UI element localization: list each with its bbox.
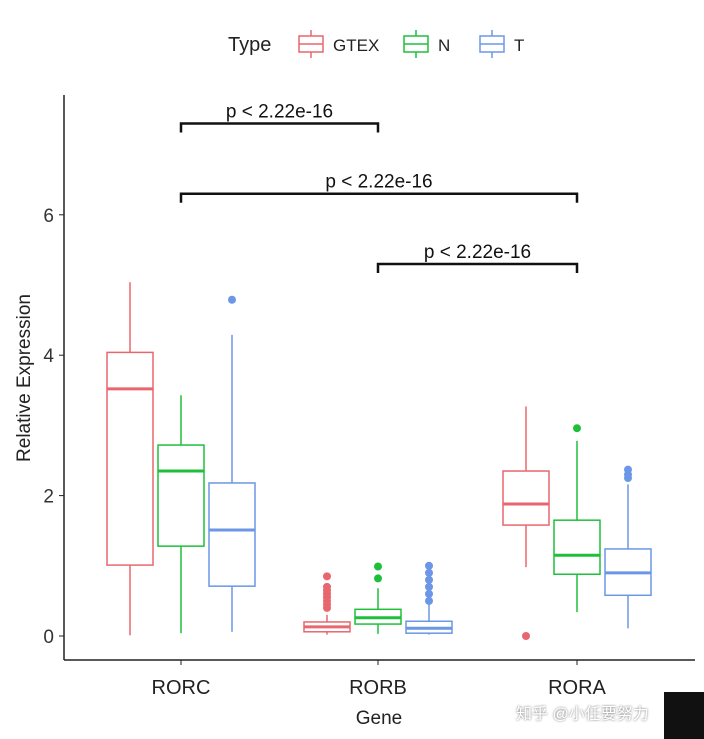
outlier-point bbox=[522, 632, 530, 640]
box bbox=[208, 482, 256, 587]
outlier-point bbox=[228, 295, 236, 304]
box bbox=[106, 351, 154, 566]
box-N-RORB bbox=[354, 562, 402, 634]
y-axis-title: Relative Expression bbox=[14, 294, 35, 462]
significance-bracket bbox=[376, 262, 579, 273]
legend: Type GTEX N T bbox=[228, 30, 524, 58]
box-T-RORB bbox=[405, 561, 453, 635]
box bbox=[553, 519, 601, 575]
legend-item-GTEX: GTEX bbox=[298, 30, 379, 58]
p-value-label: p < 2.22e-16 bbox=[325, 172, 432, 193]
box bbox=[157, 444, 205, 547]
box-T-RORC bbox=[208, 295, 256, 632]
x-tick-label: RORB bbox=[349, 677, 407, 699]
outlier-point bbox=[425, 596, 433, 605]
x-axis-title: Gene bbox=[356, 708, 402, 729]
x-tick-label: RORC bbox=[152, 677, 211, 699]
legend-label: N bbox=[438, 36, 450, 55]
outlier-point bbox=[425, 582, 433, 591]
outlier-point bbox=[624, 465, 632, 474]
outlier-point bbox=[374, 574, 382, 583]
p-value-label: p < 2.22e-16 bbox=[424, 242, 531, 263]
outlier-point bbox=[425, 561, 433, 570]
corner-button[interactable] bbox=[664, 692, 704, 739]
box bbox=[502, 470, 550, 526]
outlier-point bbox=[425, 568, 433, 577]
significance-bracket bbox=[179, 192, 579, 203]
outlier-point bbox=[374, 562, 382, 571]
box-T-RORA bbox=[604, 465, 652, 629]
box-GTEX-RORB bbox=[303, 572, 351, 635]
marks bbox=[106, 282, 652, 640]
box-GTEX-RORA bbox=[502, 406, 550, 640]
significance-bracket bbox=[179, 122, 380, 133]
y-tick-label: 6 bbox=[43, 206, 54, 227]
x-tick-label: RORA bbox=[548, 677, 606, 699]
box-GTEX-RORC bbox=[106, 282, 154, 636]
axes: 0 2 4 6 RORC RORB RORA Gene Relative Expression bbox=[14, 95, 695, 729]
y-tick-label: 4 bbox=[43, 346, 54, 367]
outlier-point bbox=[573, 424, 581, 433]
y-tick-label: 2 bbox=[43, 487, 54, 508]
legend-label: GTEX bbox=[333, 36, 379, 55]
legend-label: T bbox=[514, 36, 524, 55]
outlier-point bbox=[425, 575, 433, 584]
outlier-point bbox=[323, 582, 331, 591]
box-N-RORA bbox=[553, 424, 601, 613]
legend-item-N: N bbox=[403, 30, 450, 58]
legend-title: Type bbox=[228, 34, 271, 56]
annotations: p < 2.22e-16 p < 2.22e-16 p < 2.22e-16 bbox=[179, 102, 579, 273]
outlier-point bbox=[425, 589, 433, 598]
legend-item-T: T bbox=[479, 30, 524, 58]
box-N-RORC bbox=[157, 395, 205, 634]
p-value-label: p < 2.22e-16 bbox=[226, 102, 333, 123]
outlier-point bbox=[323, 572, 331, 581]
watermark: 知乎 @小任要努力 bbox=[516, 706, 649, 723]
y-tick-label: 0 bbox=[43, 627, 54, 648]
